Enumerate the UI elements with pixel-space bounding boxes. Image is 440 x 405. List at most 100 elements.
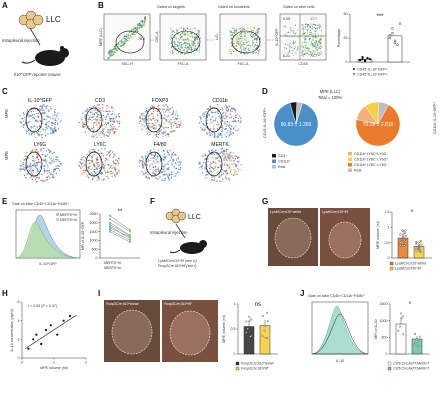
tsne-point	[202, 155, 204, 157]
tsne-point	[223, 149, 225, 151]
tsne-point	[226, 132, 228, 134]
flow-event	[180, 46, 182, 49]
flow-event	[318, 41, 320, 43]
tsne-point	[81, 122, 84, 125]
tsne-point	[50, 162, 52, 165]
tsne-point	[234, 155, 236, 157]
tsne-point	[112, 123, 114, 126]
g-photos: LysMCre;Il10^wt/wt LysMCre;Il10^f/f	[268, 208, 370, 266]
tsne-point	[229, 159, 231, 162]
i-point	[263, 329, 266, 332]
flow-event	[287, 44, 289, 46]
tsne-marker-label: LY6C	[94, 142, 107, 148]
flow-event	[314, 53, 316, 55]
tsne-point	[81, 125, 84, 127]
panel-label-c: C	[2, 87, 8, 96]
tsne-point	[223, 164, 226, 166]
tsne-point	[232, 128, 235, 130]
tsne-point	[228, 177, 230, 179]
tsne-point	[214, 162, 217, 164]
flow-event	[292, 41, 294, 43]
tsne-point	[82, 169, 84, 172]
flow-event	[177, 47, 180, 49]
tsne-point	[219, 121, 222, 123]
tsne-point	[52, 117, 54, 120]
tsne-point	[230, 107, 233, 109]
flow-event	[239, 44, 241, 46]
tsne-point	[110, 165, 113, 167]
tsne-point	[116, 173, 118, 176]
flow-event	[198, 49, 200, 51]
tsne-point	[97, 111, 100, 113]
tsne-point	[214, 149, 217, 152]
tsne-point	[114, 168, 117, 170]
flow-event	[182, 38, 184, 41]
tsne-point	[138, 165, 140, 167]
tsne-point	[106, 107, 108, 110]
flow-event	[257, 49, 259, 52]
flow-event	[137, 30, 139, 32]
tsne-point	[98, 134, 100, 137]
flow-event	[315, 36, 317, 38]
g-point	[418, 240, 421, 243]
tsne-point	[167, 161, 170, 163]
tsne-point	[201, 168, 203, 170]
tsne-point	[37, 115, 39, 117]
flow-event	[303, 37, 305, 39]
j-legend-swatch	[387, 366, 392, 371]
flow-event	[315, 40, 317, 42]
tsne-point	[172, 122, 174, 124]
tsne-point	[155, 159, 158, 161]
tsne-point	[153, 173, 155, 175]
tsne-point	[167, 135, 170, 137]
i-photo-label-ff: Foxp3Cre;Il10^f/f	[164, 302, 192, 306]
tsne-point	[42, 180, 44, 182]
flow-event	[293, 30, 295, 32]
tsne-point	[171, 164, 173, 166]
flow-event	[191, 52, 193, 54]
tsne-point	[26, 130, 28, 132]
tsne-point	[41, 148, 43, 150]
tsne-point	[227, 157, 230, 159]
tsne-point	[31, 156, 34, 158]
tsne-point	[162, 174, 165, 176]
tsne-point	[138, 122, 141, 125]
flow-event	[317, 48, 319, 50]
flow-event	[239, 46, 241, 48]
tsne-point	[50, 172, 52, 175]
tsne-point	[150, 163, 152, 165]
tsne-point	[166, 115, 168, 118]
tsne-point	[111, 129, 114, 131]
tsne-point	[88, 176, 90, 179]
flow-event	[181, 44, 183, 46]
a-mouse-label: Il10^GFP reporter mouse	[14, 72, 61, 77]
flow-event	[194, 39, 196, 41]
tsne-point	[145, 171, 147, 174]
tsne-point	[222, 117, 224, 119]
g-point	[403, 239, 406, 241]
tsne-point	[53, 160, 56, 163]
tsne-point	[45, 123, 48, 126]
flow-event	[127, 34, 129, 36]
flow-gate	[231, 30, 261, 54]
tsne-point	[83, 123, 86, 126]
flow-event	[124, 40, 126, 42]
tsne-point	[224, 175, 227, 177]
flow-event	[180, 45, 182, 48]
tsne-point	[229, 117, 231, 119]
tsne-point	[43, 105, 46, 108]
j-point	[413, 343, 416, 346]
flow-event	[126, 33, 128, 36]
tsne-point	[225, 170, 227, 172]
flow-event	[249, 47, 251, 49]
flow-event	[250, 45, 252, 47]
tsne-point	[58, 165, 61, 167]
flow-event	[199, 45, 201, 47]
flow-event	[317, 52, 319, 54]
flow-event	[320, 39, 322, 41]
tsne-point	[113, 108, 115, 110]
tsne-point	[211, 153, 213, 155]
tsne-point	[147, 158, 149, 161]
e-ytick-label: 1500	[90, 230, 98, 234]
flow-event	[303, 29, 305, 31]
